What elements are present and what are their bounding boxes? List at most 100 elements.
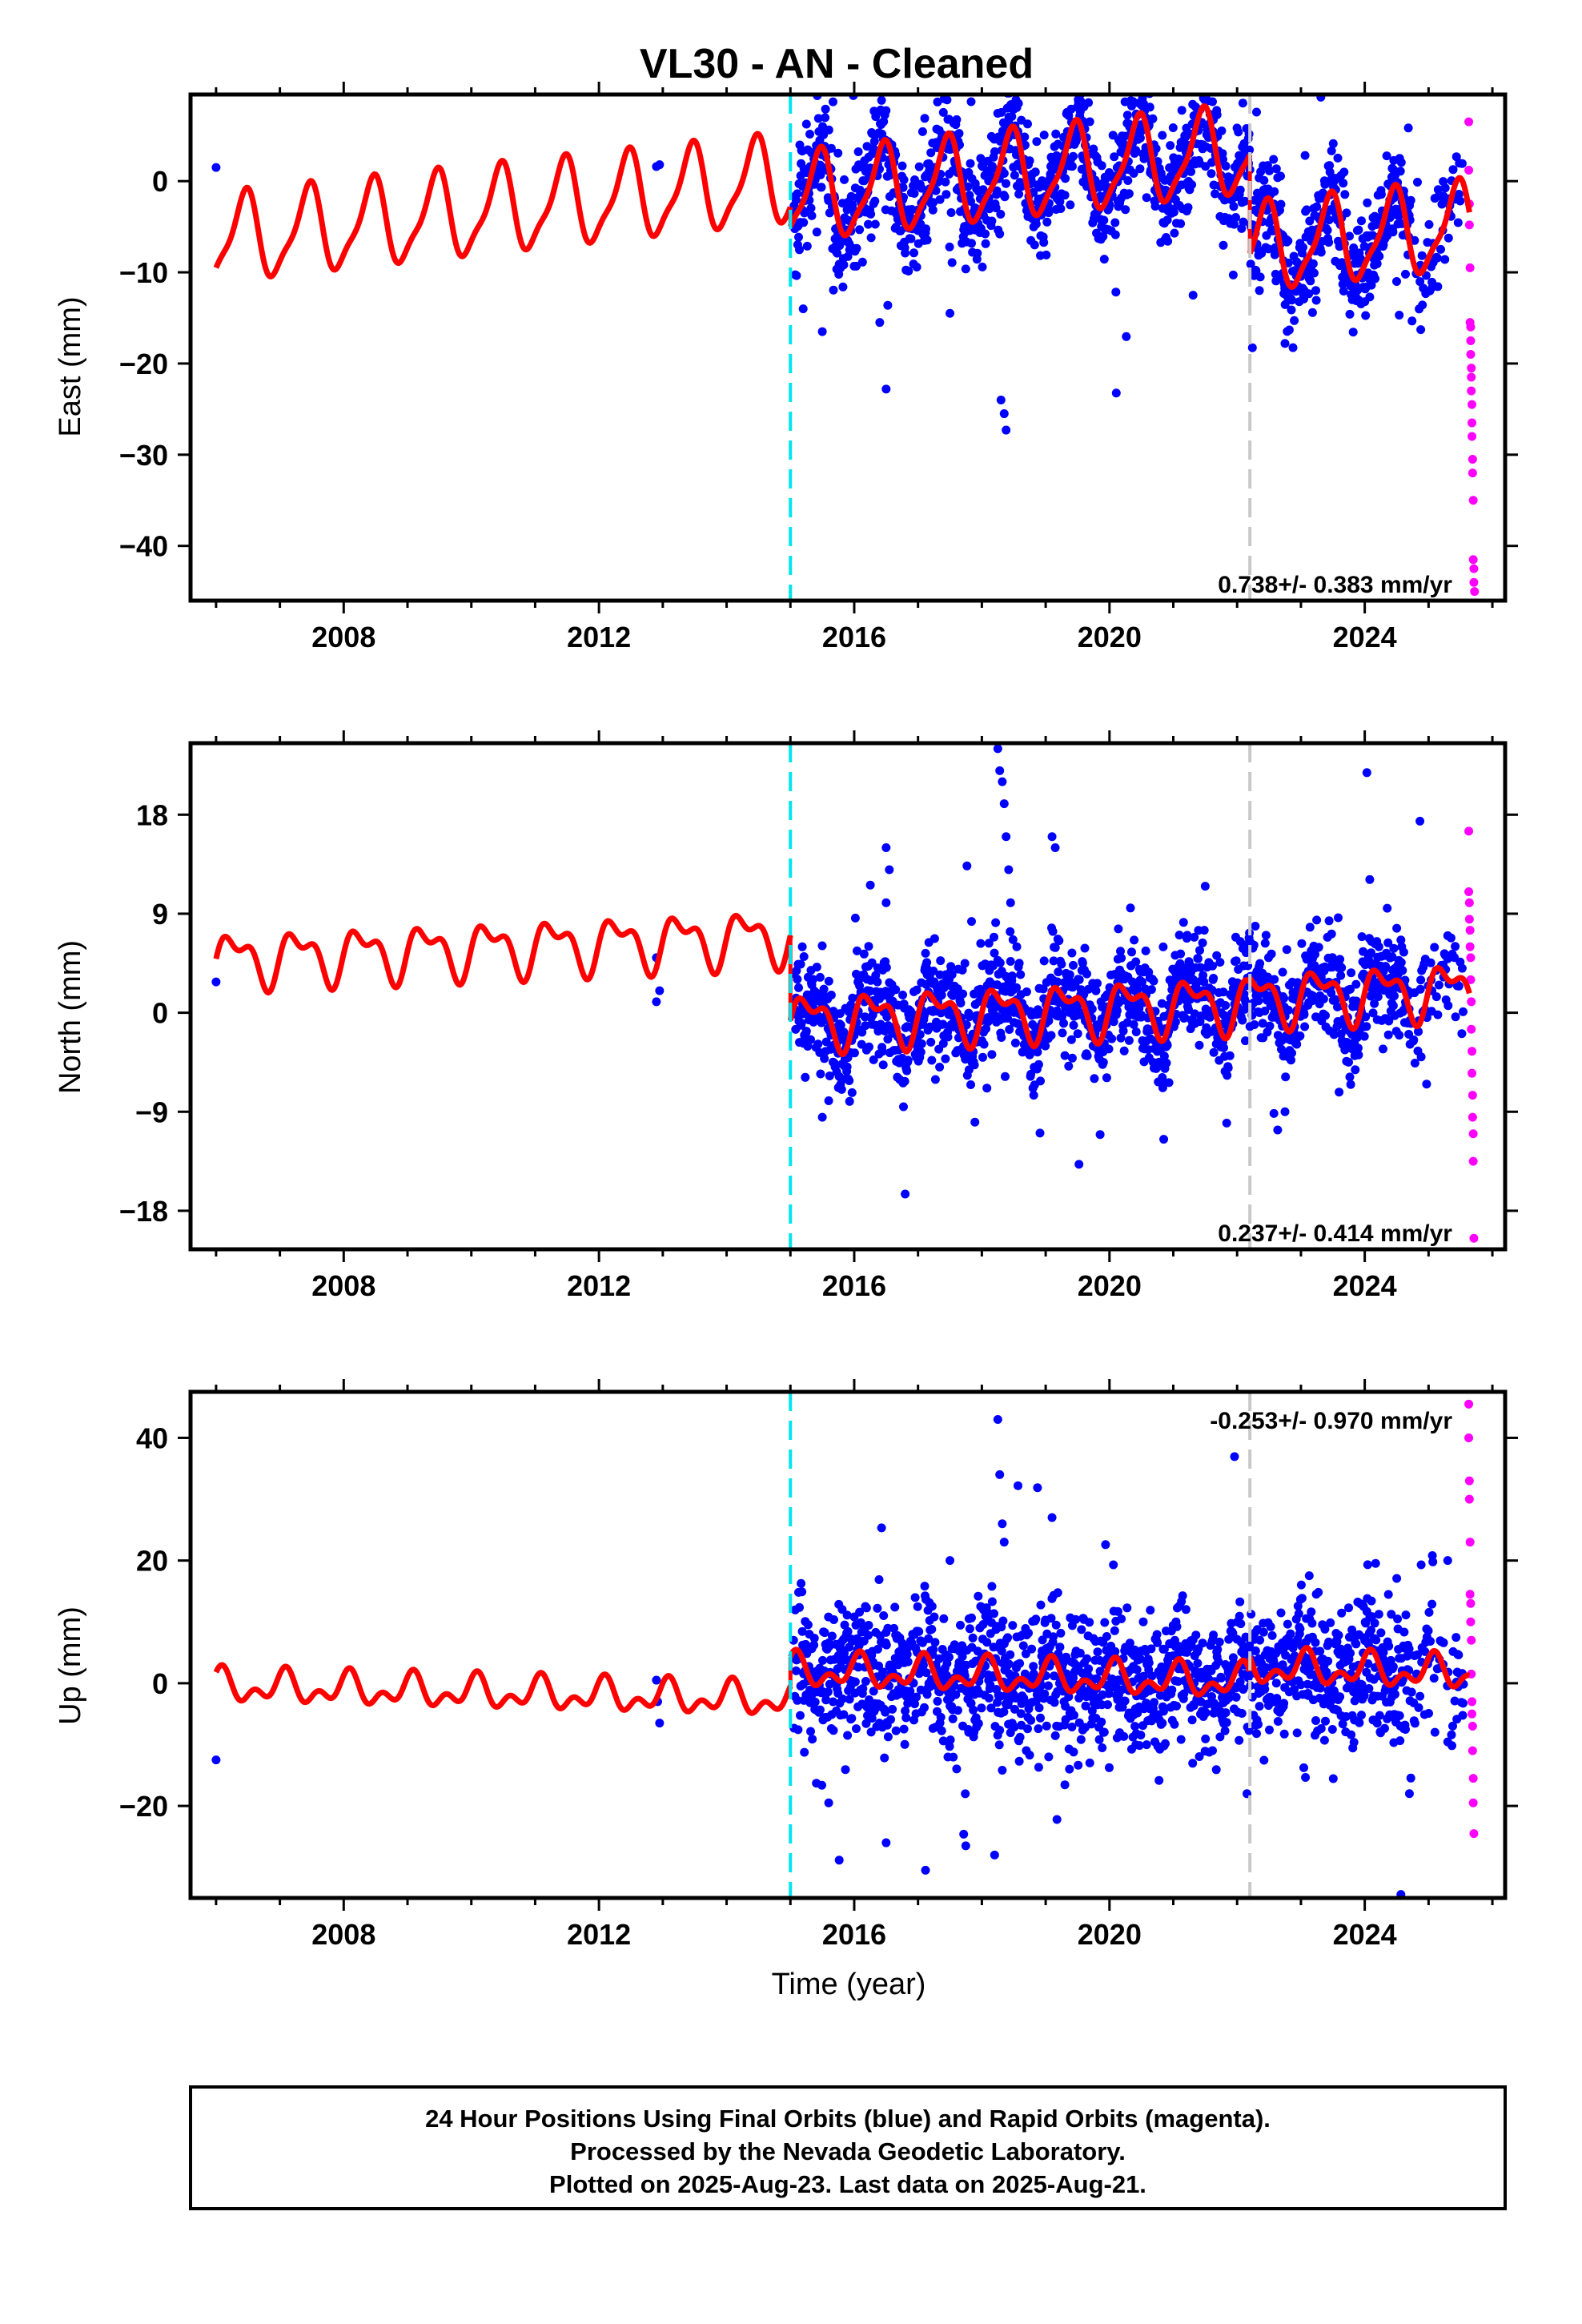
up-final-point xyxy=(1372,1719,1382,1728)
east-x-tick-label: 2012 xyxy=(567,621,631,653)
up-final-point xyxy=(880,1753,889,1763)
east-final-point xyxy=(1255,286,1264,296)
north-final-point xyxy=(1087,1004,1097,1014)
east-final-point xyxy=(1085,117,1094,127)
north-final-point xyxy=(1345,1072,1355,1082)
north-final-point xyxy=(1265,1021,1275,1031)
up-y-tick-label: −20 xyxy=(119,1790,168,1823)
north-final-point xyxy=(1038,984,1048,994)
north-final-point xyxy=(1162,1040,1172,1050)
east-final-point xyxy=(852,261,861,271)
east-final-point xyxy=(1010,171,1019,180)
east-final-point xyxy=(875,318,885,328)
east-final-point xyxy=(1067,162,1077,171)
up-final-point xyxy=(1097,1717,1106,1727)
east-final-point xyxy=(1367,280,1376,290)
north-final-point xyxy=(1104,1044,1114,1054)
up-x-tick-label: 2024 xyxy=(1333,1918,1397,1951)
up-final-point xyxy=(998,1519,1007,1529)
east-final-point xyxy=(1121,205,1130,215)
up-final-point xyxy=(1153,1638,1162,1647)
north-final-point xyxy=(1048,927,1058,936)
up-final-point xyxy=(1231,1692,1241,1702)
north-final-point xyxy=(967,917,976,927)
east-final-point xyxy=(839,260,849,270)
north-x-tick-label: 2012 xyxy=(567,1269,631,1302)
up-final-point xyxy=(987,1597,997,1606)
north-x-tick-label: 2024 xyxy=(1333,1269,1397,1302)
east-final-point xyxy=(921,224,930,234)
north-final-point xyxy=(1258,1019,1267,1028)
up-final-point xyxy=(890,1602,900,1612)
up-final-point xyxy=(1033,1483,1042,1493)
east-final-point xyxy=(1240,196,1250,206)
north-final-point xyxy=(1368,1008,1378,1018)
east-rapid-point xyxy=(1470,587,1480,597)
up-y-tick-label: 40 xyxy=(136,1421,168,1454)
north-final-point xyxy=(1354,1050,1363,1059)
north-final-point xyxy=(836,1020,845,1030)
up-final-point xyxy=(1237,1709,1247,1718)
north-final-point xyxy=(1295,1031,1305,1040)
east-final-point xyxy=(1025,156,1034,166)
east-final-point xyxy=(826,143,836,153)
up-final-point xyxy=(1055,1642,1065,1652)
up-final-point xyxy=(837,1605,847,1614)
up-final-point xyxy=(945,1742,954,1751)
up-rapid-point xyxy=(1468,1709,1477,1719)
up-final-point xyxy=(1213,1645,1223,1655)
north-final-point xyxy=(1184,1005,1193,1015)
east-final-point xyxy=(999,409,1009,419)
north-final-point xyxy=(1231,956,1241,966)
up-final-point xyxy=(1301,1773,1311,1782)
east-final-point xyxy=(1150,202,1160,211)
up-final-point xyxy=(1085,1758,1094,1767)
up-final-point xyxy=(1364,1684,1374,1693)
north-final-point xyxy=(1250,1020,1259,1029)
up-final-point xyxy=(1321,1716,1330,1726)
up-final-point xyxy=(1404,1644,1414,1654)
east-y-tick-label: −20 xyxy=(119,348,168,380)
north-final-point xyxy=(655,986,665,995)
up-final-point xyxy=(1069,1747,1078,1757)
north-final-point xyxy=(1159,1051,1169,1061)
north-final-point xyxy=(1219,987,1228,997)
east-rapid-point xyxy=(1464,220,1474,230)
up-final-point xyxy=(1407,1687,1416,1697)
north-final-point xyxy=(1058,1028,1067,1038)
north-final-point xyxy=(1065,970,1074,979)
up-final-point xyxy=(1070,1711,1078,1720)
north-final-point xyxy=(1357,932,1367,942)
up-final-point xyxy=(966,1699,976,1708)
east-model-line-2 xyxy=(1247,175,1472,290)
east-final-point xyxy=(801,119,811,129)
north-final-point xyxy=(1269,1108,1279,1118)
up-final-point xyxy=(1147,1671,1157,1681)
east-final-point xyxy=(1395,167,1405,176)
east-final-point xyxy=(1320,179,1330,189)
north-final-point xyxy=(1255,959,1265,968)
up-final-point xyxy=(937,1726,946,1735)
up-final-point xyxy=(1015,1659,1025,1668)
north-final-point xyxy=(979,1039,989,1049)
up-final-point xyxy=(1254,1719,1263,1729)
up-final-point xyxy=(1367,1612,1376,1622)
north-rapid-point xyxy=(1468,1129,1478,1139)
north-final-point xyxy=(1074,975,1084,984)
east-final-point xyxy=(838,282,848,292)
east-rapid-point xyxy=(1467,372,1476,382)
east-final-point xyxy=(1135,164,1145,174)
north-final-point xyxy=(960,959,970,968)
east-final-point xyxy=(898,183,908,192)
footer-line-3: Plotted on 2025-Aug-23. Last data on 202… xyxy=(549,2170,1146,2198)
up-final-point xyxy=(1119,1731,1129,1741)
east-final-point xyxy=(1269,155,1279,164)
up-final-point xyxy=(990,1609,998,1618)
east-final-point xyxy=(795,245,804,255)
up-final-point xyxy=(1371,1558,1380,1568)
up-final-point xyxy=(1224,1693,1234,1703)
east-final-point xyxy=(1186,167,1196,176)
east-final-point xyxy=(1252,107,1261,117)
up-final-point xyxy=(655,1719,665,1728)
